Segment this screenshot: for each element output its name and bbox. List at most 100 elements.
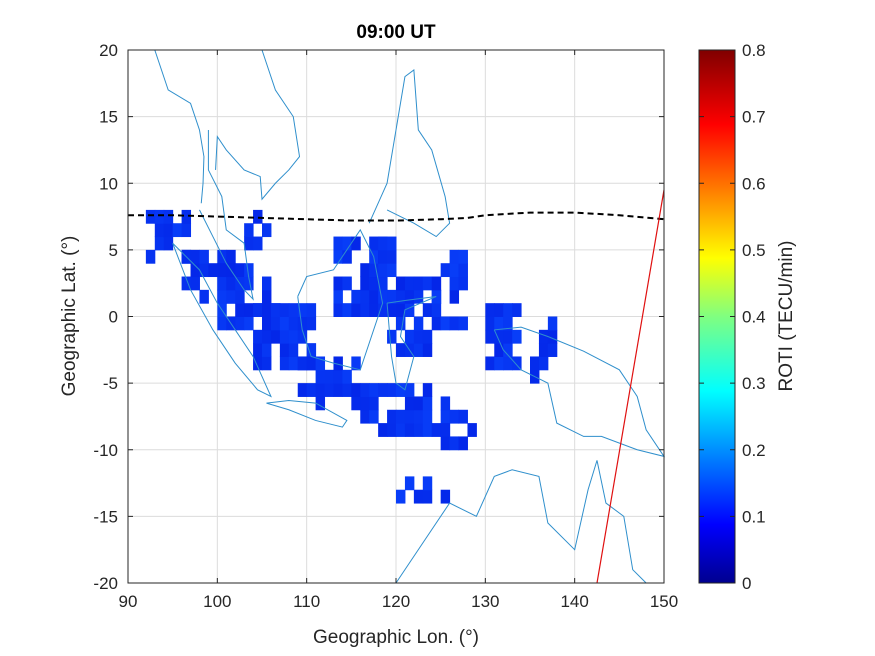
roti-cell xyxy=(458,436,468,451)
y-tick-label: -20 xyxy=(93,574,118,593)
roti-cell xyxy=(547,343,558,357)
colorbar-tick-label: 0.6 xyxy=(742,174,766,193)
coastline-path xyxy=(172,242,272,398)
roti-cell xyxy=(396,289,406,304)
roti-cell xyxy=(440,263,451,278)
coastline-path xyxy=(154,49,205,204)
roti-cell xyxy=(413,329,424,344)
roti-cell xyxy=(253,236,263,251)
coastline-path xyxy=(215,49,301,201)
roti-cell xyxy=(413,489,424,504)
roti-cell xyxy=(333,236,343,251)
roti-cell xyxy=(270,303,281,317)
roti-cell xyxy=(190,276,200,291)
x-tick-label: 120 xyxy=(382,592,410,611)
roti-cell xyxy=(422,329,433,344)
roti-cell xyxy=(431,276,442,291)
roti-cell xyxy=(396,409,406,424)
roti-cell xyxy=(458,316,468,331)
roti-cell xyxy=(190,263,200,278)
roti-cell xyxy=(431,303,442,317)
coastline-path xyxy=(297,228,384,371)
roti-cell xyxy=(315,383,326,397)
roti-cell xyxy=(387,329,397,344)
coastline-path xyxy=(266,399,348,428)
roti-cell xyxy=(369,396,379,411)
roti-cell xyxy=(297,383,308,397)
x-tick-label: 110 xyxy=(293,592,320,611)
colorbar-tick-label: 0.2 xyxy=(742,441,766,460)
colorbar-ticks: 0 0.1 0.2 0.3 0.4 0.5 0.6 0.7 0.8 xyxy=(699,41,766,593)
roti-cell xyxy=(226,276,236,291)
roti-cell xyxy=(503,356,513,371)
roti-cell xyxy=(458,249,468,264)
roti-cell xyxy=(306,383,317,397)
roti-cell xyxy=(262,356,272,371)
y-tick-label: -5 xyxy=(103,374,118,393)
roti-cell xyxy=(413,423,424,437)
roti-cell xyxy=(422,383,433,397)
roti-cell xyxy=(288,329,299,344)
roti-cell xyxy=(440,423,451,437)
roti-cell xyxy=(396,489,406,504)
roti-cell xyxy=(547,329,558,344)
roti-cell xyxy=(315,396,326,411)
roti-cell xyxy=(387,423,397,437)
roti-cell xyxy=(360,383,370,397)
roti-cell xyxy=(217,276,227,291)
roti-cell xyxy=(226,289,236,304)
roti-cell xyxy=(342,383,352,397)
roti-cell xyxy=(199,249,209,264)
roti-cell xyxy=(422,276,433,291)
roti-cell xyxy=(387,409,397,424)
roti-cell xyxy=(413,343,424,357)
colorbar-tick-label: 0.4 xyxy=(742,308,766,327)
roti-cell xyxy=(342,236,352,251)
roti-cell xyxy=(253,209,263,224)
roti-cell xyxy=(297,356,308,371)
roti-cell xyxy=(422,343,433,357)
roti-cell xyxy=(163,236,174,251)
roti-cell xyxy=(387,383,397,397)
roti-cell xyxy=(262,316,272,331)
y-tick-label: 15 xyxy=(99,108,118,127)
roti-cell xyxy=(217,263,227,278)
roti-cell xyxy=(145,209,156,224)
roti-cell xyxy=(440,409,451,424)
roti-cell xyxy=(538,356,549,371)
roti-cell xyxy=(262,343,272,357)
roti-cell xyxy=(449,436,460,451)
roti-cell xyxy=(333,383,343,397)
red-reference-line xyxy=(596,189,665,584)
x-tick-label: 130 xyxy=(471,592,499,611)
roti-cell xyxy=(333,276,343,291)
roti-cell xyxy=(262,289,272,304)
roti-cell xyxy=(378,249,388,264)
roti-cell xyxy=(503,343,513,357)
roti-cell xyxy=(413,409,424,424)
roti-cell xyxy=(494,329,504,344)
roti-cell xyxy=(440,396,451,411)
roti-cell xyxy=(333,369,343,384)
roti-cell xyxy=(369,236,379,251)
roti-cell xyxy=(154,236,165,251)
roti-cell xyxy=(360,396,370,411)
colorbar-label: ROTI (TECU/min) xyxy=(776,241,797,392)
roti-cell xyxy=(404,409,415,424)
roti-cell xyxy=(404,383,415,397)
roti-cell xyxy=(235,263,245,278)
roti-cell xyxy=(449,249,460,264)
roti-cell xyxy=(342,276,352,291)
roti-cell xyxy=(244,303,254,317)
roti-cell xyxy=(262,223,272,238)
roti-cell xyxy=(306,343,317,357)
roti-cell xyxy=(253,329,263,344)
roti-cell xyxy=(369,289,379,304)
roti-cell xyxy=(279,303,290,317)
x-axis-title: Geographic Lon. (°) xyxy=(313,627,479,648)
x-tick-label: 150 xyxy=(650,592,678,611)
roti-cell xyxy=(360,303,370,317)
roti-cell xyxy=(422,476,433,491)
roti-cell xyxy=(485,316,495,331)
roti-cell xyxy=(279,356,290,371)
